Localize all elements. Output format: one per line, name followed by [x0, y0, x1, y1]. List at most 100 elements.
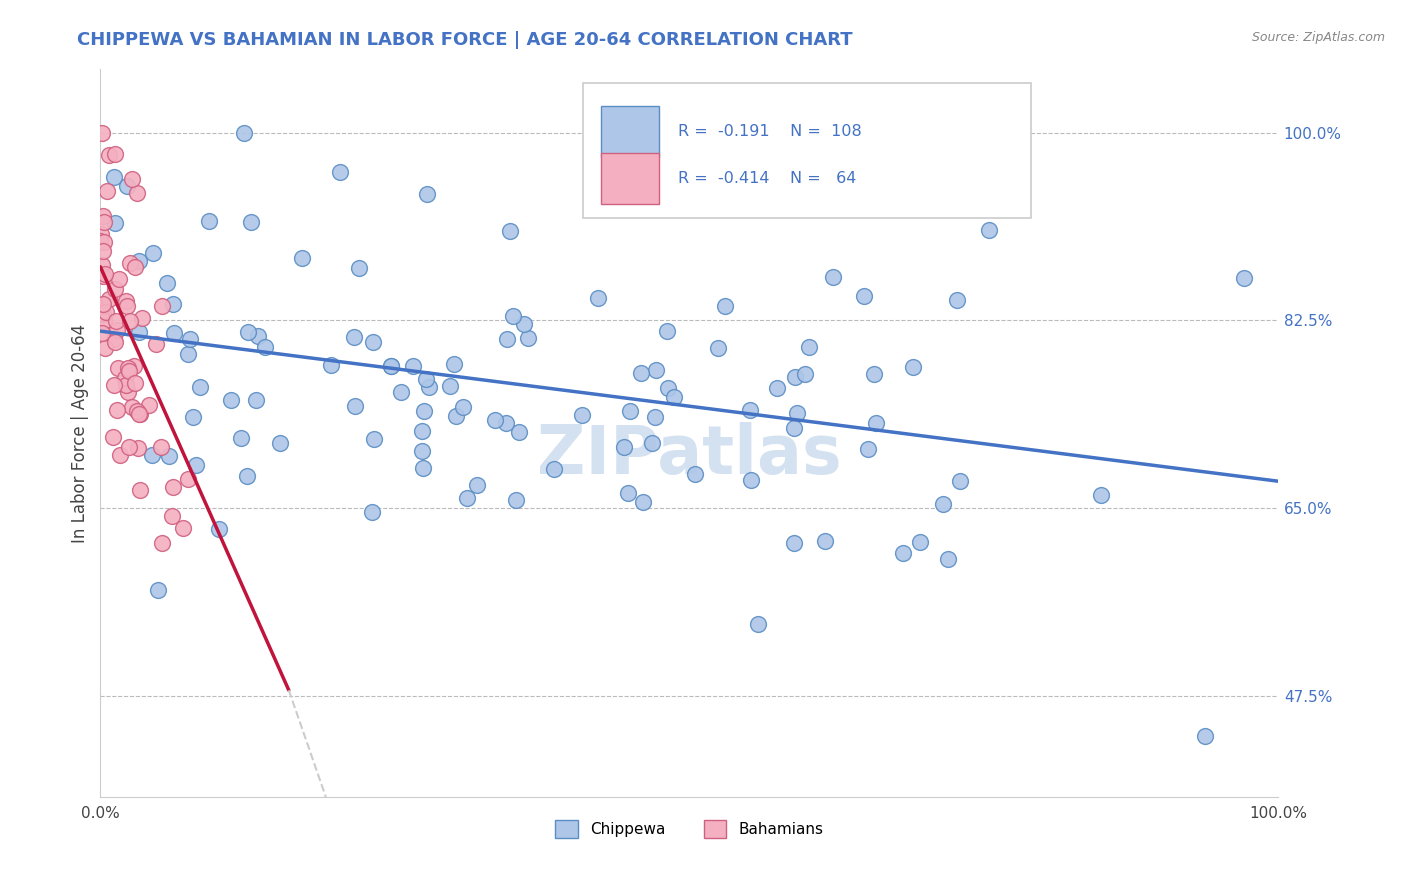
Point — [145, 337, 167, 351]
Point — [1090, 488, 1112, 502]
Point — [794, 367, 817, 381]
Point — [236, 468, 259, 483]
Point — [347, 261, 370, 276]
Point — [586, 291, 609, 305]
Point — [115, 294, 138, 309]
Point — [343, 399, 366, 413]
Point — [321, 359, 343, 373]
Point — [115, 179, 138, 194]
Point — [402, 359, 425, 373]
Point — [93, 235, 115, 250]
Point — [115, 299, 138, 313]
Point — [657, 325, 679, 339]
Point — [172, 521, 194, 535]
Point — [162, 297, 184, 311]
Point — [90, 326, 112, 341]
Point — [444, 409, 467, 424]
Point — [94, 305, 117, 319]
Point — [613, 441, 636, 455]
Point — [103, 378, 125, 392]
Point — [799, 340, 821, 354]
Point — [439, 378, 461, 392]
Point — [465, 477, 488, 491]
Point — [122, 359, 145, 373]
Point — [495, 416, 517, 430]
Point — [117, 360, 139, 375]
Point — [865, 416, 887, 430]
Point — [932, 497, 955, 511]
Point — [101, 430, 124, 444]
Point — [163, 326, 186, 341]
Point — [786, 406, 808, 420]
Legend: Chippewa, Bahamians: Chippewa, Bahamians — [548, 814, 830, 845]
Point — [361, 505, 384, 519]
Point — [291, 251, 314, 265]
Point — [1233, 271, 1256, 285]
Point — [91, 298, 114, 312]
Point — [496, 332, 519, 346]
Point — [121, 171, 143, 186]
Point — [644, 410, 666, 425]
Point — [105, 323, 128, 337]
Point — [89, 306, 111, 320]
Point — [631, 495, 654, 509]
Point — [128, 407, 150, 421]
Point — [415, 372, 437, 386]
Point — [91, 244, 114, 258]
Point — [157, 450, 180, 464]
Point — [103, 332, 125, 346]
Point — [903, 359, 925, 374]
Point — [512, 318, 534, 332]
Point — [412, 461, 434, 475]
Point — [89, 234, 111, 248]
Point — [118, 440, 141, 454]
Point — [657, 381, 679, 395]
Point — [150, 299, 173, 313]
Point — [96, 184, 118, 198]
Point — [104, 147, 127, 161]
Point — [125, 186, 148, 201]
Point — [108, 271, 131, 285]
Point — [247, 329, 270, 343]
Point — [91, 209, 114, 223]
Point — [118, 313, 141, 327]
Point — [188, 379, 211, 393]
Point — [93, 297, 115, 311]
Point — [908, 534, 931, 549]
Point — [740, 403, 762, 417]
Point — [938, 552, 960, 566]
Point — [125, 404, 148, 418]
Point — [858, 442, 880, 456]
Point — [451, 400, 474, 414]
Point — [108, 448, 131, 462]
Point — [103, 170, 125, 185]
Point — [821, 270, 844, 285]
Point — [619, 404, 641, 418]
Point — [129, 483, 152, 497]
Point — [508, 425, 530, 440]
Point — [207, 522, 229, 536]
Point — [179, 332, 201, 346]
Point — [104, 334, 127, 349]
Point — [93, 215, 115, 229]
Point — [329, 165, 352, 179]
Point — [105, 314, 128, 328]
Point — [891, 546, 914, 560]
Point — [783, 370, 806, 384]
Point — [103, 216, 125, 230]
Point — [664, 390, 686, 404]
Point — [783, 535, 806, 549]
Point — [93, 314, 115, 328]
Point — [177, 472, 200, 486]
Point — [90, 227, 112, 242]
Point — [131, 311, 153, 326]
Point — [91, 258, 114, 272]
Point — [342, 330, 364, 344]
Text: R =  -0.414    N =   64: R = -0.414 N = 64 — [678, 171, 856, 186]
Point — [156, 276, 179, 290]
Text: ZIPatlas: ZIPatlas — [537, 422, 842, 488]
Point — [713, 299, 735, 313]
Point — [418, 380, 440, 394]
Point — [707, 341, 730, 355]
Point — [118, 256, 141, 270]
